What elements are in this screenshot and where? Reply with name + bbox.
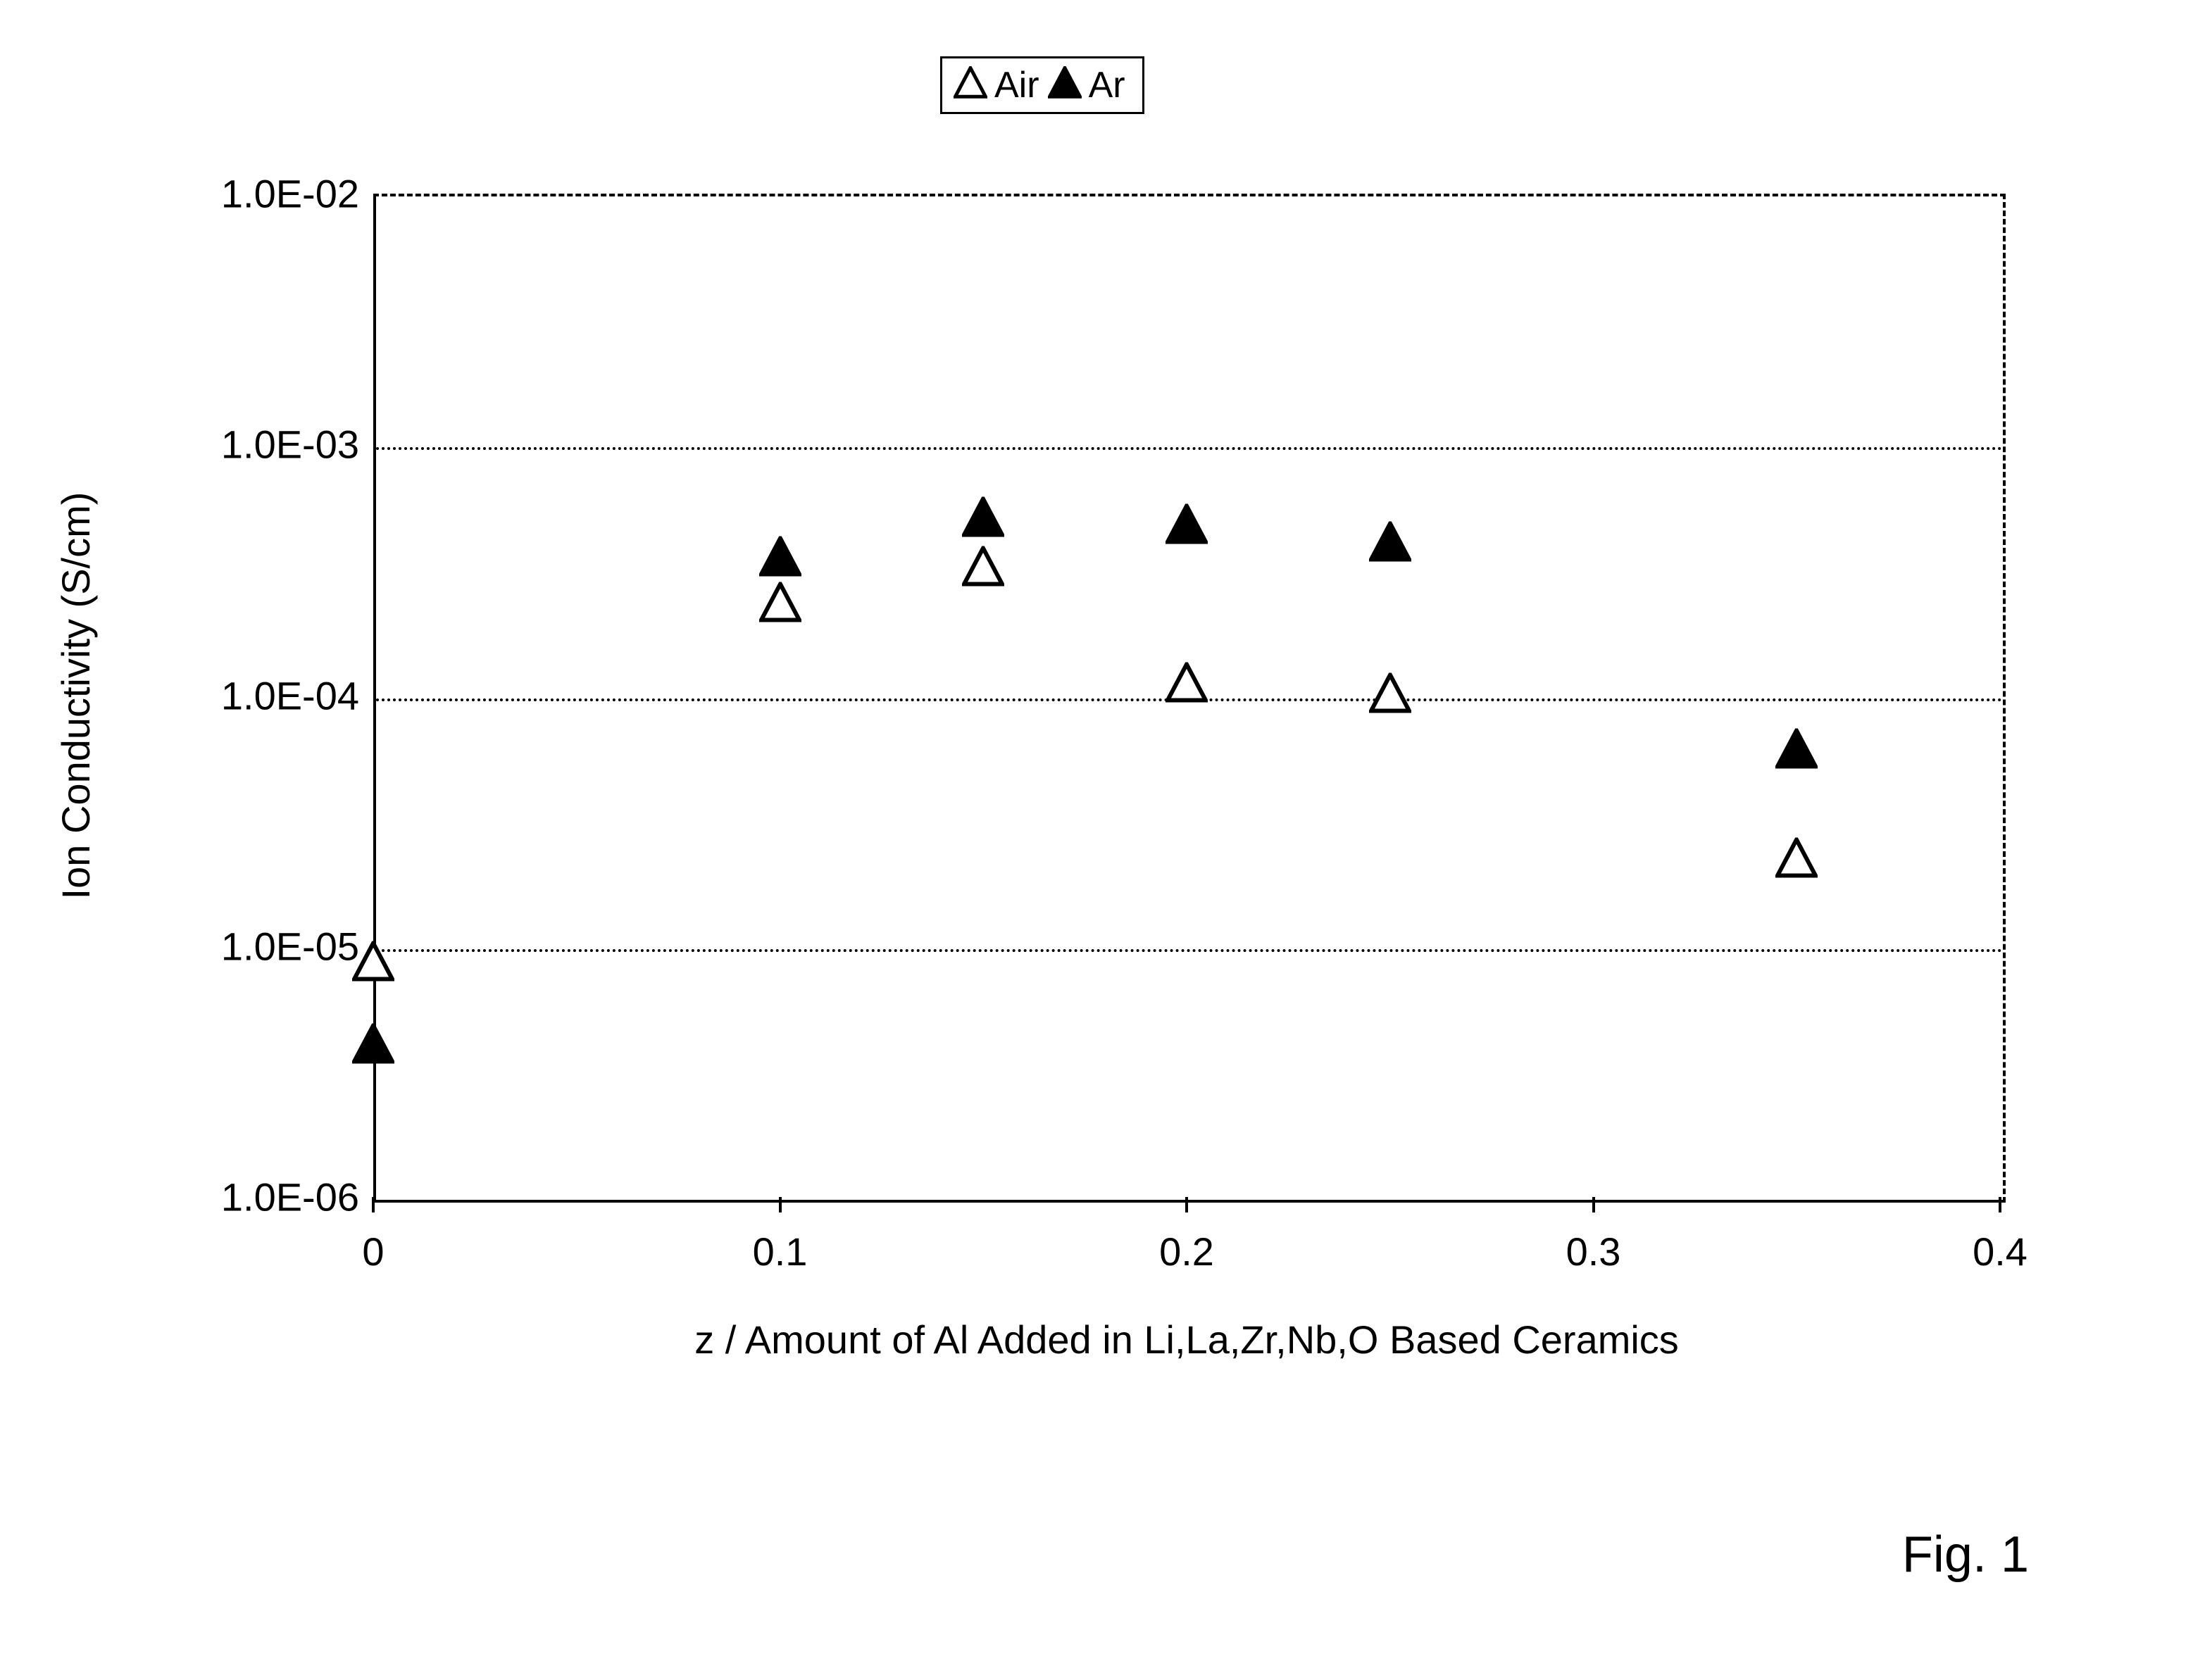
y-gridline xyxy=(376,949,2003,952)
marker-air xyxy=(759,582,801,627)
x-tick xyxy=(1592,1197,1595,1212)
x-tick-label: 0.3 xyxy=(1566,1229,1621,1274)
marker-ar xyxy=(1775,728,1818,774)
x-tick xyxy=(372,1197,375,1212)
triangle-open-icon xyxy=(954,66,987,104)
y-tick-label: 1.0E-03 xyxy=(190,422,359,468)
legend-label: Ar xyxy=(1089,64,1125,106)
legend-item: Ar xyxy=(1048,64,1125,106)
y-gridline xyxy=(376,447,2003,450)
marker-air xyxy=(352,941,394,986)
y-axis-label: Ion Conductivity (S/cm) xyxy=(53,491,99,899)
y-tick-label: 1.0E-04 xyxy=(190,672,359,718)
y-tick-label: 1.0E-02 xyxy=(190,171,359,217)
marker-ar xyxy=(759,536,801,582)
marker-air xyxy=(1775,837,1818,883)
legend: Air Ar xyxy=(940,56,1144,114)
marker-ar xyxy=(1369,522,1411,568)
marker-air xyxy=(1369,672,1411,718)
marker-air xyxy=(1166,662,1208,708)
x-tick xyxy=(1999,1197,2001,1212)
marker-air xyxy=(962,546,1004,591)
x-tick xyxy=(779,1197,782,1212)
legend-label: Air xyxy=(994,64,1039,106)
x-tick-label: 0.4 xyxy=(1973,1229,2027,1274)
x-axis-label: z / Amount of Al Added in Li,La,Zr,Nb,O … xyxy=(373,1317,2000,1362)
x-tick-label: 0 xyxy=(362,1229,384,1274)
marker-ar xyxy=(352,1023,394,1069)
marker-ar xyxy=(962,497,1004,543)
y-tick-label: 1.0E-06 xyxy=(190,1174,359,1220)
x-tick-label: 0.2 xyxy=(1159,1229,1214,1274)
legend-item: Air xyxy=(954,64,1039,106)
marker-ar xyxy=(1166,504,1208,550)
figure-caption: Fig. 1 xyxy=(1902,1526,2029,1584)
figure-page: Air Ar Ion Conductivity (S/cm) z / Amount… xyxy=(0,0,2212,1661)
x-tick xyxy=(1185,1197,1188,1212)
triangle-filled-icon xyxy=(1048,66,1082,104)
x-tick-label: 0.1 xyxy=(753,1229,808,1274)
y-tick-label: 1.0E-05 xyxy=(190,923,359,969)
